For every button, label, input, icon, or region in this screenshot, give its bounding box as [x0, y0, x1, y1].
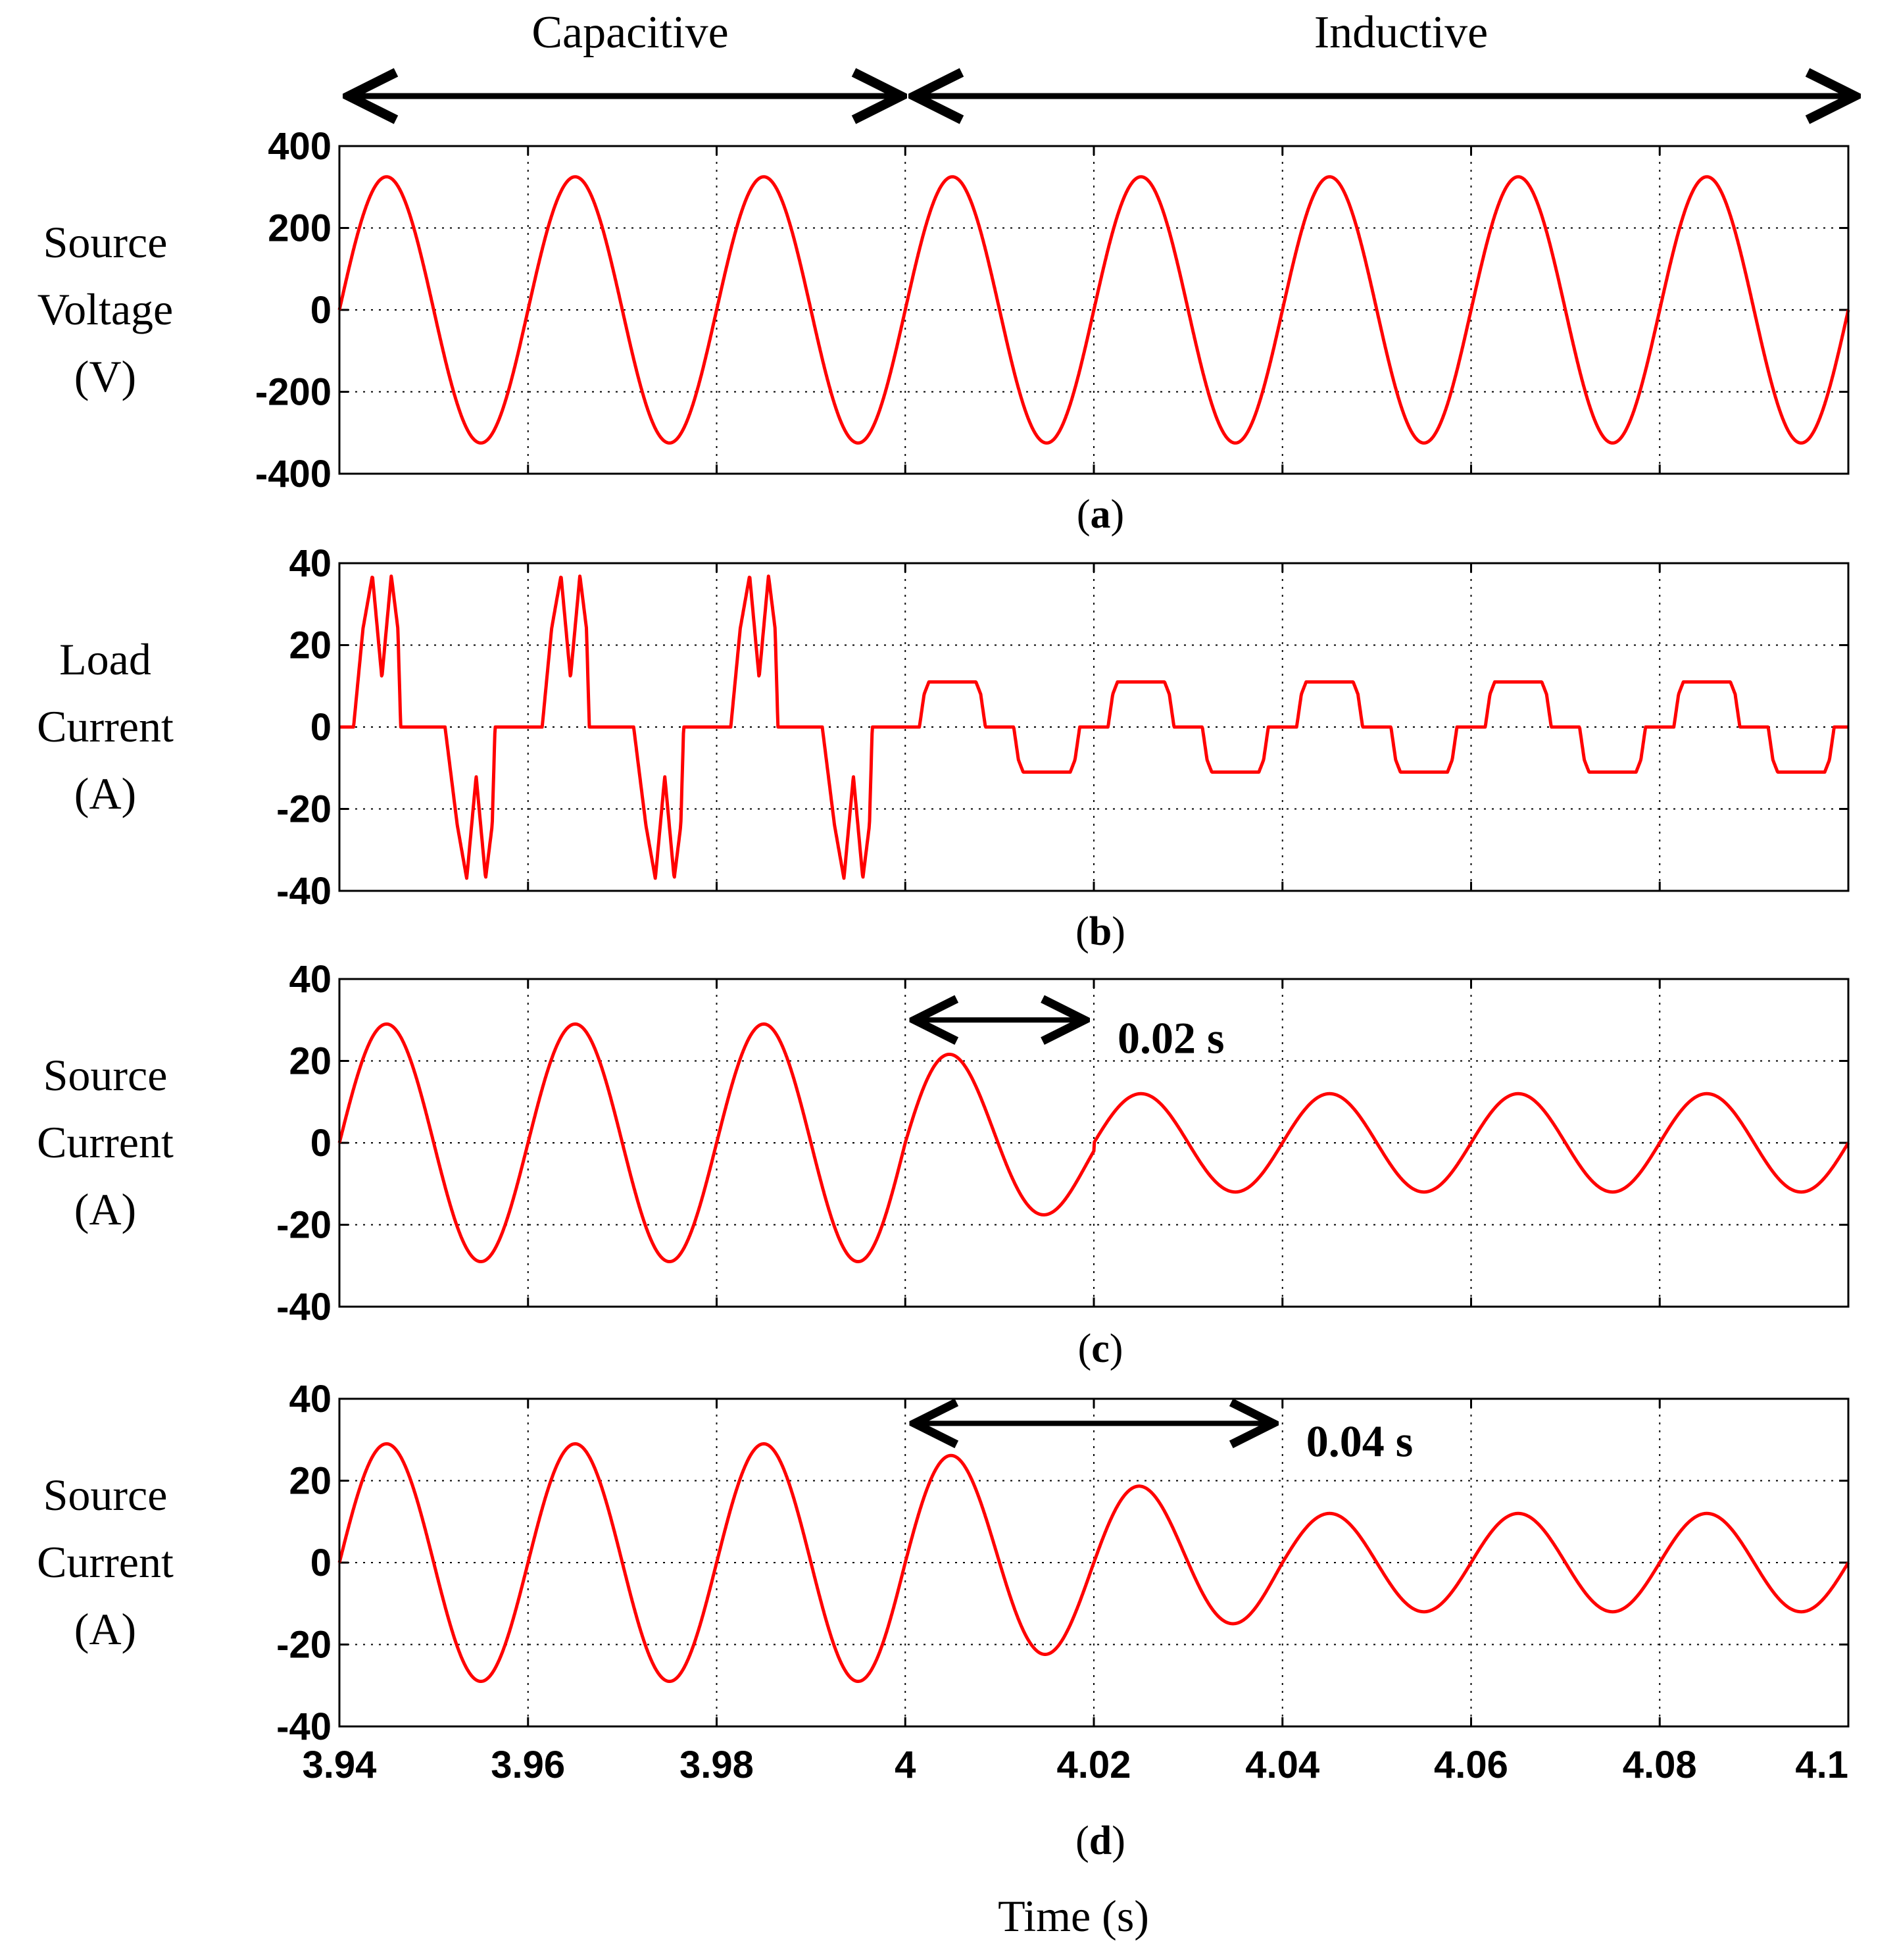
y-tick-label: -40 [276, 1286, 332, 1328]
y-tick-label: 0 [310, 1122, 332, 1165]
x-tick-label: 4.08 [1623, 1744, 1697, 1786]
region-header: Capacitive Inductive [349, 7, 1855, 96]
x-tick-label: 4.06 [1434, 1744, 1508, 1786]
x-tick-label: 3.98 [679, 1744, 754, 1786]
y-axis-label-line: Source [43, 217, 168, 267]
plot-frame [338, 145, 1850, 475]
panel-caption: (d) [1075, 1819, 1125, 1863]
y-axis-label-line: Source [43, 1050, 168, 1100]
y-tick-label: -20 [276, 788, 332, 831]
x-tick-label: 3.94 [303, 1744, 377, 1786]
series-line-c [337, 1022, 1850, 1263]
x-tick-label: 3.96 [491, 1744, 565, 1786]
y-tick-label: -40 [276, 870, 332, 913]
x-tick-label: 4.04 [1245, 1744, 1319, 1786]
y-tick-label: 20 [289, 624, 332, 667]
panel-caption: (b) [1075, 909, 1125, 954]
panel-caption: (a) [1077, 492, 1124, 537]
y-tick-label: 200 [268, 207, 332, 250]
y-tick-label: 0 [310, 706, 332, 749]
plot-frame [338, 978, 1850, 1308]
x-tick-label: 4.1 [1795, 1744, 1848, 1786]
y-tick-label: 0 [310, 1542, 332, 1584]
x-axis-title: Time (s) [998, 1891, 1149, 1941]
y-tick-label: 400 [268, 125, 332, 168]
y-axis-label-line: (A) [74, 1184, 136, 1234]
y-tick-label: 40 [289, 1378, 332, 1420]
series-line-d [337, 1442, 1850, 1683]
plot-frame [338, 562, 1850, 892]
y-tick-label: 0 [310, 289, 332, 332]
y-tick-label: -20 [276, 1204, 332, 1247]
x-tick-label: 4.02 [1057, 1744, 1131, 1786]
y-axis-label-line: (A) [74, 768, 136, 818]
y-axis-label-line: (A) [74, 1604, 136, 1654]
panel-caption: (c) [1078, 1326, 1123, 1371]
panel-a: 400 200 0 -200 -400 Source Voltage (V) (a) [37, 125, 1850, 537]
y-tick-label: 20 [289, 1460, 332, 1503]
y-axis-label-line: Current [37, 701, 174, 751]
y-tick-label: -20 [276, 1624, 332, 1667]
y-tick-label: 20 [289, 1040, 332, 1083]
y-axis-label-line: Current [37, 1117, 174, 1167]
duration-label: 0.02 s [1118, 1013, 1224, 1063]
panel-b: 40 20 0 -20 -40 Load Current (A) (b) [37, 542, 1850, 954]
panel-c: 40 20 0 -20 -40 Source Current (A) 0.02 s (c) [37, 958, 1850, 1371]
region-label-inductive: Inductive [1314, 7, 1488, 58]
y-axis-label-line: Voltage [37, 284, 174, 334]
series-line-b [338, 574, 1850, 880]
y-tick-label: 40 [289, 958, 332, 1001]
y-axis-label-line: (V) [74, 351, 136, 401]
series-line-a [337, 175, 1850, 445]
panel-d: 40 20 0 -20 -40 Source Current (A) 3.94 3.96 3.98 4… [37, 1378, 1850, 1863]
y-tick-label: -200 [255, 371, 332, 414]
duration-label: 0.04 s [1306, 1416, 1413, 1466]
y-axis-label-line: Load [59, 634, 151, 684]
region-label-capacitive: Capacitive [531, 7, 728, 58]
y-axis-label-line: Current [37, 1537, 174, 1587]
y-tick-label: -400 [255, 453, 332, 495]
y-tick-label: -40 [276, 1705, 332, 1748]
y-tick-label: 40 [289, 542, 332, 585]
x-tick-label: 4 [895, 1744, 916, 1786]
y-axis-label-line: Source [43, 1470, 168, 1520]
